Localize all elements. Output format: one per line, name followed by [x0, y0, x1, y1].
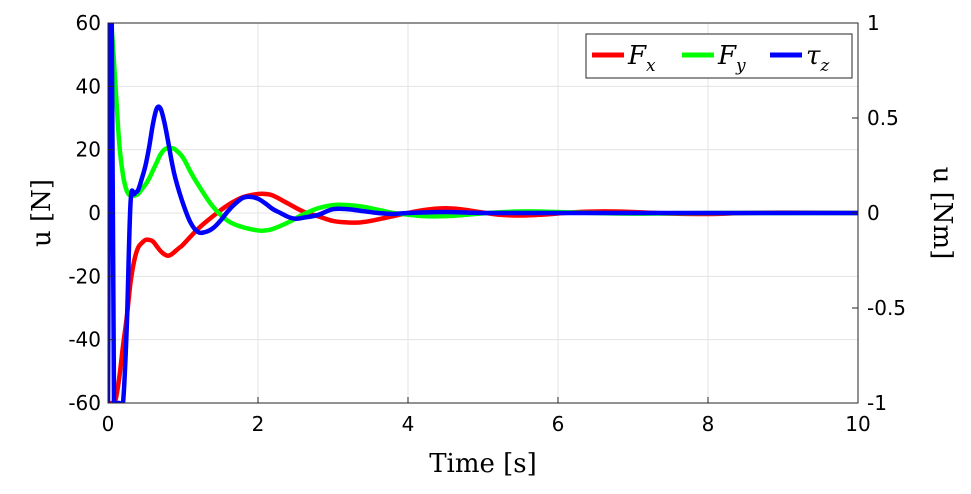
y-left-tick-label: 0: [88, 201, 101, 225]
legend-label: Fy: [717, 41, 746, 76]
y-left-tick-labels: 60 40 20 0 -20 -40 -60: [68, 11, 114, 415]
y-right-tick-labels: 1 0.5 0 -0.5 -1: [852, 11, 906, 415]
y-left-axis-label: u [N]: [27, 179, 57, 247]
y-left-tick-label: -20: [68, 264, 101, 288]
series-line-tauz: [108, 23, 858, 403]
y-left-tick-label: 60: [76, 11, 101, 35]
y-right-tick-label: 1: [867, 11, 880, 35]
x-tick-label: 0: [102, 412, 115, 436]
x-tick-label: 2: [252, 412, 265, 436]
legend-label: τz: [806, 41, 830, 76]
x-tick-label: 4: [402, 412, 415, 436]
series-group: [108, 23, 858, 403]
y-left-tick-label: -60: [68, 391, 101, 415]
y-left-tick-label: 40: [76, 74, 101, 98]
y-left-tick-label: -40: [68, 328, 101, 352]
legend-box: [585, 33, 853, 79]
x-tick-label: 6: [552, 412, 565, 436]
x-tick-labels: 0 2 4 6 8 10: [102, 397, 871, 436]
y-right-tick-label: 0: [867, 201, 880, 225]
legend: Fx Fy τz: [585, 33, 853, 79]
x-axis-label: Time [s]: [429, 449, 537, 479]
series-line-fx: [108, 191, 858, 403]
y-right-tick-label: -0.5: [867, 296, 906, 320]
x-tick-label: 8: [702, 412, 715, 436]
legend-label: Fx: [627, 41, 656, 76]
y-right-tick-label: 0.5: [867, 106, 899, 130]
y-left-tick-label: 20: [76, 138, 101, 162]
y-right-tick-label: -1: [867, 391, 887, 415]
y-right-axis-label: u [Nm]: [927, 167, 957, 260]
x-tick-label: 10: [845, 412, 870, 436]
